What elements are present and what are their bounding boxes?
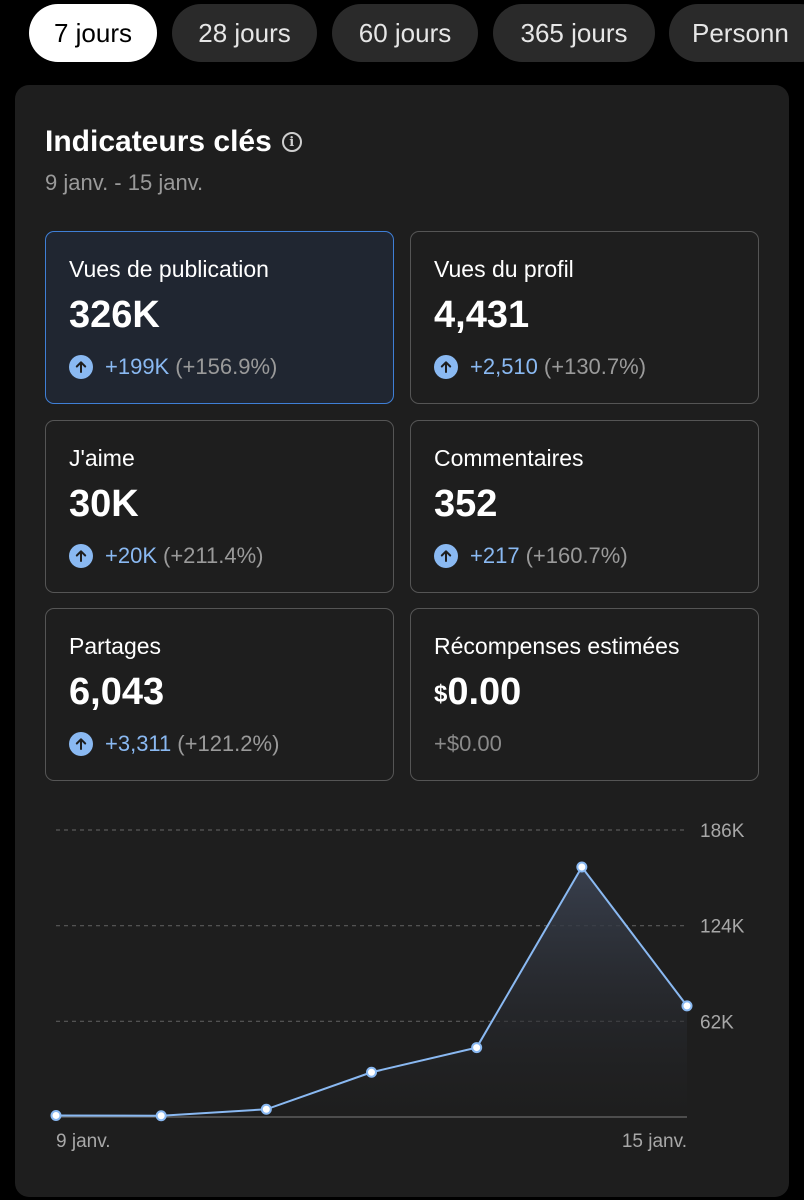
metric-value: 352 — [434, 483, 498, 525]
area-fill — [56, 867, 687, 1117]
y-tick-label: 186K — [700, 821, 745, 842]
metric-estimated-rewards[interactable]: Récompenses estimées $0.00 +$0.00 — [410, 608, 759, 781]
data-point — [50, 1109, 62, 1121]
metric-label: Vues de publication — [69, 256, 269, 282]
metric-delta: +$0.00 — [434, 731, 502, 757]
metric-amount: 0.00 — [447, 671, 522, 713]
x-tick-label: 9 janv. — [56, 1131, 111, 1152]
data-point — [681, 1000, 693, 1012]
data-point — [576, 861, 588, 873]
arrow-up-icon — [434, 355, 458, 379]
data-point — [260, 1103, 272, 1115]
y-tick-label: 62K — [700, 1012, 734, 1033]
tab-60-days[interactable]: 60 jours — [332, 4, 478, 62]
period-tabs: 7 jours 28 jours 60 jours 365 jours Pers… — [0, 0, 804, 70]
metric-delta: +20K (+211.4%) — [69, 543, 263, 569]
arrow-up-icon — [69, 544, 93, 568]
delta-absolute: +3,311 — [105, 731, 172, 756]
delta-percent: (+130.7%) — [543, 354, 647, 379]
section-title: Indicateurs clés — [45, 125, 272, 158]
date-range: 9 janv. - 15 janv. — [45, 170, 204, 195]
x-tick-label: 15 janv. — [622, 1131, 687, 1152]
data-point — [155, 1110, 167, 1122]
tab-365-days[interactable]: 365 jours — [493, 4, 655, 62]
currency-symbol: $ — [434, 680, 448, 708]
delta-percent: (+160.7%) — [525, 543, 628, 568]
metric-label: Commentaires — [434, 445, 584, 471]
metric-delta: +3,311 (+121.2%) — [69, 731, 279, 757]
tab-custom[interactable]: Personn — [669, 4, 804, 62]
metric-delta: +217 (+160.7%) — [434, 543, 628, 569]
arrow-up-icon — [69, 732, 93, 756]
delta-absolute: +199K — [105, 354, 170, 379]
metric-delta: +2,510 (+130.7%) — [434, 354, 646, 380]
delta-absolute: +$0.00 — [434, 731, 502, 756]
metric-label: Partages — [69, 633, 162, 659]
post-views-chart[interactable]: 186K 124K 62K 9 janv. 15 janv. — [15, 85, 789, 1197]
metric-delta: +199K (+156.9%) — [69, 354, 277, 380]
data-point — [366, 1066, 377, 1078]
info-icon[interactable]: i — [281, 132, 302, 152]
metric-label: Vues du profil — [434, 256, 574, 282]
section-title-row: Indicateurs clés i — [45, 125, 302, 159]
arrow-up-icon — [434, 544, 458, 568]
tab-7-days[interactable]: 7 jours — [29, 4, 157, 62]
y-tick-label: 124K — [700, 917, 745, 938]
metric-label: J'aime — [69, 445, 135, 471]
tab-28-days[interactable]: 28 jours — [172, 4, 317, 62]
metric-value: 30K — [69, 483, 139, 525]
data-point — [471, 1042, 483, 1054]
delta-percent: (+211.4%) — [163, 543, 264, 568]
delta-percent: (+156.9%) — [175, 354, 278, 379]
metric-post-views[interactable]: Vues de publication 326K +199K (+156.9%) — [45, 231, 394, 404]
metric-likes[interactable]: J'aime 30K +20K (+211.4%) — [45, 420, 394, 593]
metric-value: 4,431 — [434, 294, 530, 336]
delta-absolute: +217 — [470, 543, 520, 568]
arrow-up-icon — [69, 355, 93, 379]
metric-value: 6,043 — [69, 671, 165, 713]
metric-profile-views[interactable]: Vues du profil 4,431 +2,510 (+130.7%) — [410, 231, 759, 404]
key-metrics-card: Indicateurs clés i 9 janv. - 15 janv. Vu… — [15, 85, 789, 1197]
metric-comments[interactable]: Commentaires 352 +217 (+160.7%) — [410, 420, 759, 593]
metric-shares[interactable]: Partages 6,043 +3,311 (+121.2%) — [45, 608, 394, 781]
delta-absolute: +2,510 — [470, 354, 538, 379]
delta-percent: (+121.2%) — [177, 731, 280, 756]
metric-value: 326K — [69, 294, 160, 336]
delta-absolute: +20K — [105, 543, 157, 568]
metric-value: $0.00 — [434, 671, 521, 714]
metric-label: Récompenses estimées — [434, 633, 680, 659]
